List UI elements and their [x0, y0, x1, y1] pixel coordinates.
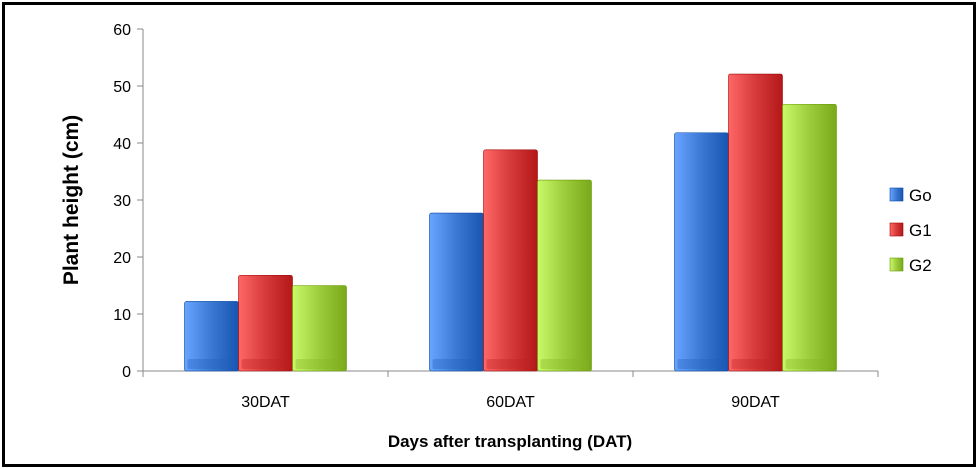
x-tick-label: 60DAT	[486, 394, 535, 411]
y-tick-label: 10	[113, 307, 131, 324]
bar-bevel	[677, 359, 726, 369]
bar-bevel	[540, 359, 589, 369]
bar-g2-30dat	[292, 285, 347, 372]
legend-label-go: Go	[909, 186, 932, 205]
y-axis-title: Plant height (cm)	[60, 115, 83, 285]
legend-label-g2: G2	[909, 256, 932, 275]
x-axis: 30DAT 60DAT 90DAT	[142, 370, 879, 411]
legend: Go G1 G2	[889, 186, 932, 275]
bar-go-60dat	[429, 212, 484, 372]
x-tick-label: 90DAT	[731, 394, 780, 411]
bar-g2-90dat	[782, 103, 837, 372]
bars	[184, 73, 837, 372]
bar-bevel	[187, 359, 236, 369]
y-tick-label: 60	[113, 22, 131, 39]
bar-bevel	[731, 359, 780, 369]
y-tick-label: 30	[113, 193, 131, 210]
y-tick-label: 50	[113, 79, 131, 96]
bar-go-90dat	[674, 132, 729, 372]
y-axis: 0 10 20 30 40 50 60	[113, 22, 144, 381]
y-tick-label: 20	[113, 250, 131, 267]
y-tick-label: 40	[113, 136, 131, 153]
bar-g1-30dat	[238, 274, 293, 372]
y-tick-label: 0	[122, 364, 131, 381]
legend-label-g1: G1	[909, 221, 932, 240]
bar-g1-60dat	[483, 149, 538, 372]
legend-swatch-g1	[889, 222, 904, 237]
legend-swatch-g2	[889, 257, 904, 272]
x-tick-label: 30DAT	[241, 394, 290, 411]
bar-bevel	[486, 359, 535, 369]
legend-swatch-go	[889, 187, 904, 202]
bar-bevel	[241, 359, 290, 369]
bar-bevel	[785, 359, 834, 369]
bar-g1-90dat	[728, 73, 783, 372]
bar-bevel	[295, 359, 344, 369]
bar-bevel	[432, 359, 481, 369]
x-axis-title: Days after transplanting (DAT)	[388, 432, 632, 451]
bar-g2-60dat	[537, 179, 592, 372]
